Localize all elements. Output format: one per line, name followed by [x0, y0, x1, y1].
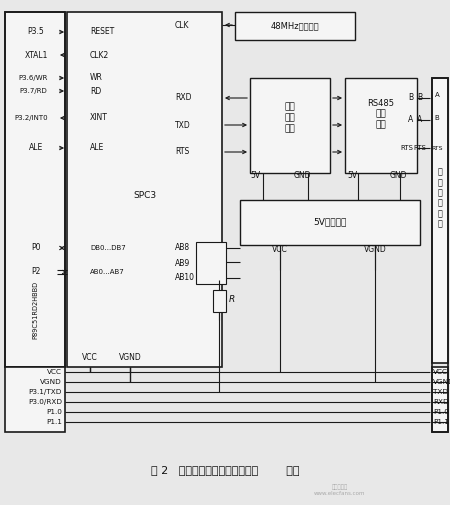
Text: P1.1: P1.1 [46, 419, 62, 425]
Text: VCC: VCC [82, 354, 98, 363]
Text: A: A [418, 116, 423, 125]
Text: CLK2: CLK2 [90, 50, 109, 60]
Bar [240, 200, 420, 245]
Text: TXD: TXD [175, 121, 191, 129]
Text: VGND: VGND [364, 245, 387, 255]
Text: P3.2/INT0: P3.2/INT0 [14, 115, 48, 121]
Text: RESET: RESET [90, 27, 114, 36]
Bar [213, 290, 226, 312]
Text: P1.0: P1.0 [46, 409, 62, 415]
Text: TXD: TXD [433, 389, 448, 395]
Text: 5V: 5V [347, 171, 357, 179]
Bar [345, 78, 417, 173]
Bar [235, 12, 355, 40]
Text: P2: P2 [32, 268, 40, 277]
Bar [432, 78, 448, 432]
Text: P3.5: P3.5 [27, 27, 45, 36]
Text: 48MHz有源晶振: 48MHz有源晶振 [271, 22, 320, 30]
Text: P89C51RD2HBBD: P89C51RD2HBBD [32, 281, 38, 339]
Text: VGND: VGND [433, 379, 450, 385]
Text: ALE: ALE [90, 143, 104, 153]
Text: DB0...DB7: DB0...DB7 [90, 245, 126, 251]
Bar [5, 367, 65, 432]
Text: 电路: 电路 [376, 121, 387, 129]
Text: SPC3: SPC3 [134, 190, 157, 199]
Text: ALE: ALE [29, 143, 43, 153]
Text: RTS: RTS [414, 145, 427, 151]
Text: GND: GND [389, 171, 407, 179]
Bar [196, 242, 226, 284]
Text: VCC: VCC [272, 245, 288, 255]
Text: GND: GND [293, 171, 311, 179]
Text: AB0...AB7: AB0...AB7 [90, 269, 125, 275]
Text: RTS: RTS [175, 147, 189, 157]
Text: XINT: XINT [90, 114, 108, 123]
Text: 光耦: 光耦 [284, 103, 295, 112]
Text: 隔离: 隔离 [284, 114, 295, 123]
Text: R: R [229, 295, 235, 305]
Bar [5, 12, 65, 367]
Text: VCC: VCC [433, 369, 448, 375]
Text: RXD: RXD [175, 93, 192, 103]
Text: B: B [435, 115, 439, 121]
Text: CLK: CLK [175, 21, 189, 29]
Text: P3.7/RD: P3.7/RD [19, 88, 47, 94]
Text: A: A [435, 92, 439, 98]
Text: 驱动: 驱动 [376, 110, 387, 119]
Text: 用
户
接
口
电
路: 用 户 接 口 电 路 [437, 168, 442, 228]
Text: A: A [408, 116, 413, 125]
Text: RTS: RTS [431, 145, 443, 150]
Text: P1.1: P1.1 [433, 419, 449, 425]
Text: AB9: AB9 [175, 259, 190, 268]
Bar [5, 12, 65, 367]
Text: 电路: 电路 [284, 125, 295, 133]
Text: RXD: RXD [433, 399, 449, 405]
Text: RD: RD [90, 86, 101, 95]
Text: P0: P0 [31, 243, 41, 252]
Bar [432, 367, 448, 432]
Text: RS485: RS485 [368, 98, 395, 108]
Bar [67, 12, 222, 367]
Text: 5V隔离电源: 5V隔离电源 [313, 218, 346, 227]
Text: 5V: 5V [250, 171, 260, 179]
Bar [432, 78, 448, 363]
Text: VGND: VGND [40, 379, 62, 385]
Text: B: B [408, 93, 413, 103]
Text: VCC: VCC [47, 369, 62, 375]
Text: 图 2   协议转换通信接口硬件电路        原理: 图 2 协议转换通信接口硬件电路 原理 [151, 465, 299, 475]
Text: B: B [418, 93, 423, 103]
Text: RTS: RTS [400, 145, 413, 151]
Text: P3.6/WR: P3.6/WR [18, 75, 48, 81]
Bar [250, 78, 330, 173]
Text: 电子发烧友
www.elecfans.com: 电子发烧友 www.elecfans.com [314, 484, 366, 496]
Text: AB8: AB8 [175, 243, 190, 252]
Text: XTAL1: XTAL1 [24, 50, 48, 60]
Text: VGND: VGND [119, 354, 141, 363]
Text: AB10: AB10 [175, 274, 195, 282]
Text: P3.0/RXD: P3.0/RXD [28, 399, 62, 405]
Text: P3.1/TXD: P3.1/TXD [29, 389, 62, 395]
Text: WR: WR [90, 74, 103, 82]
Text: P1.0: P1.0 [433, 409, 449, 415]
